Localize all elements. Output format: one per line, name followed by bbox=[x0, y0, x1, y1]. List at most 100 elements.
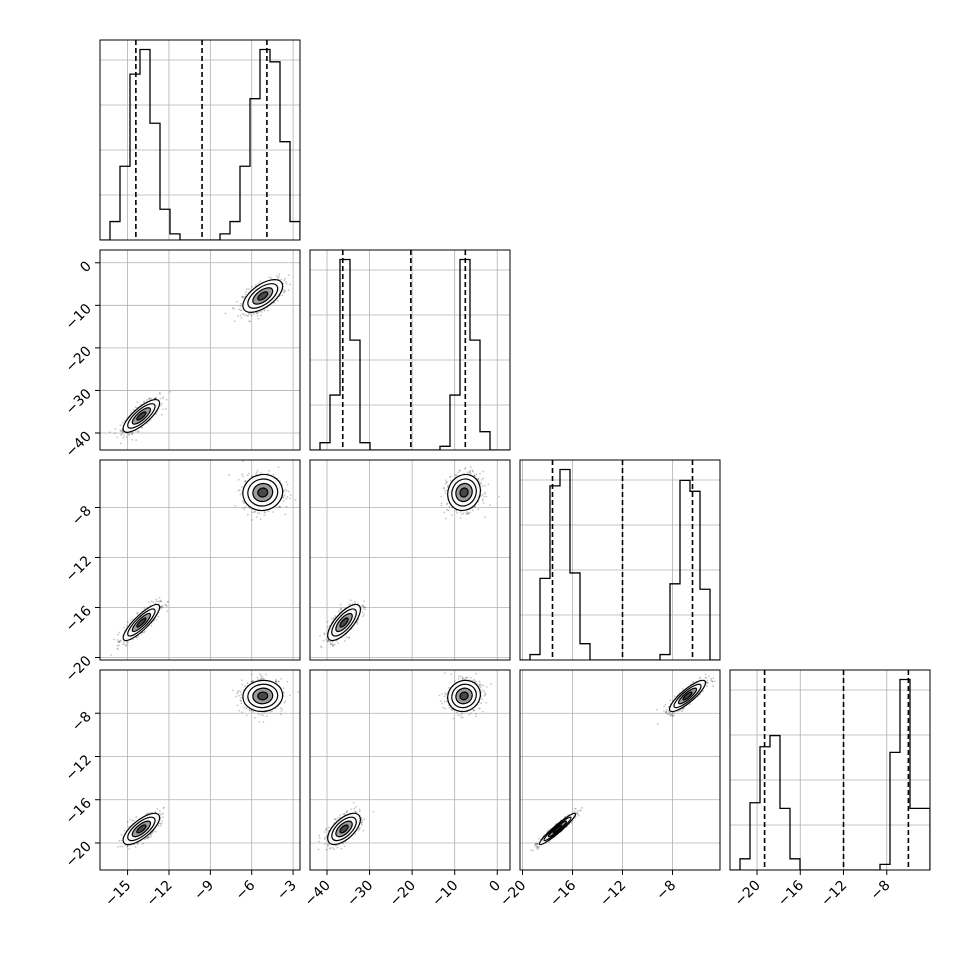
scatter-point bbox=[117, 640, 120, 643]
scatter-point bbox=[461, 513, 463, 516]
scatter-point bbox=[277, 276, 279, 279]
scatter-point bbox=[123, 643, 126, 646]
scatter-point bbox=[236, 704, 239, 707]
scatter-point bbox=[132, 819, 135, 822]
scatter-point bbox=[152, 601, 155, 604]
scatter-point bbox=[448, 476, 451, 478]
y-tick-label: 0 bbox=[77, 258, 95, 276]
scatter-point bbox=[142, 842, 145, 845]
scatter-point bbox=[122, 437, 125, 439]
scatter-point bbox=[284, 513, 287, 516]
scatter-point bbox=[275, 680, 278, 682]
scatter-point bbox=[279, 506, 281, 508]
scatter-point bbox=[272, 511, 274, 513]
scatter-point bbox=[285, 280, 288, 283]
scatter-point bbox=[155, 396, 157, 399]
scatter-point bbox=[123, 829, 126, 832]
scatter-point bbox=[246, 288, 248, 291]
scatter-point bbox=[332, 617, 335, 619]
scatter-point bbox=[465, 513, 468, 516]
scatter-point bbox=[339, 609, 342, 611]
scatter-point bbox=[484, 491, 486, 494]
scatter-point bbox=[272, 473, 275, 476]
scatter-point bbox=[122, 643, 124, 646]
scatter-point bbox=[250, 680, 253, 683]
scatter-point bbox=[251, 680, 253, 683]
scatter-point bbox=[128, 848, 131, 850]
x-tick-label: −3 bbox=[274, 878, 300, 904]
scatter-point bbox=[463, 468, 466, 470]
scatter-panel-3-1: −40 −30 −20 −10 0 bbox=[302, 669, 511, 910]
scatter-point bbox=[484, 516, 486, 519]
scatter-point bbox=[325, 827, 328, 830]
scatter-point bbox=[256, 511, 259, 514]
scatter-point bbox=[251, 285, 253, 288]
scatter-point bbox=[255, 471, 258, 474]
scatter-point bbox=[118, 631, 120, 634]
scatter-point bbox=[275, 678, 277, 681]
scatter-point bbox=[240, 302, 243, 305]
scatter-point bbox=[275, 681, 278, 683]
scatter-point bbox=[135, 439, 138, 442]
x-tick-label: −12 bbox=[144, 878, 176, 910]
scatter-point bbox=[166, 610, 169, 612]
scatter-point bbox=[116, 639, 119, 641]
scatter-point bbox=[120, 434, 123, 437]
scatter-point bbox=[242, 460, 244, 463]
scatter-point bbox=[165, 605, 168, 607]
scatter-point bbox=[362, 607, 365, 609]
scatter-point bbox=[245, 314, 247, 316]
scatter-point bbox=[237, 489, 240, 492]
scatter-point bbox=[280, 677, 283, 680]
scatter-point bbox=[356, 622, 359, 625]
scatter-point bbox=[243, 706, 246, 709]
scatter-panel-2-0: −20−16−12−8 bbox=[63, 459, 301, 685]
scatter-point bbox=[159, 599, 162, 602]
scatter-point bbox=[241, 507, 244, 510]
scatter-point bbox=[477, 478, 479, 481]
scatter-point bbox=[333, 643, 336, 646]
scatter-point bbox=[128, 434, 131, 436]
scatter-point bbox=[232, 307, 235, 310]
scatter-point bbox=[148, 601, 151, 604]
scatter-point bbox=[487, 483, 490, 486]
scatter-point bbox=[289, 497, 291, 500]
scatter-point bbox=[259, 518, 262, 521]
scatter-point bbox=[159, 822, 162, 825]
scatter-point bbox=[479, 472, 481, 475]
scatter-point bbox=[489, 504, 492, 506]
scatter-point bbox=[240, 700, 242, 702]
scatter-point bbox=[455, 474, 458, 476]
scatter-point bbox=[165, 407, 168, 410]
scatter-point bbox=[362, 615, 364, 618]
scatter-point bbox=[282, 691, 285, 694]
scatter-point bbox=[284, 290, 287, 292]
scatter-point bbox=[238, 308, 240, 311]
scatter-point bbox=[446, 502, 449, 505]
scatter-point bbox=[163, 806, 165, 809]
scatter-point bbox=[329, 641, 332, 643]
scatter-point bbox=[118, 640, 121, 643]
y-tick-label: −8 bbox=[69, 709, 95, 735]
scatter-point bbox=[146, 836, 149, 839]
scatter-point bbox=[252, 313, 255, 316]
scatter-point bbox=[444, 517, 447, 520]
scatter-point bbox=[237, 478, 240, 481]
y-tick-label: −20 bbox=[63, 838, 95, 870]
scatter-point bbox=[258, 512, 261, 515]
scatter-point bbox=[319, 635, 321, 637]
scatter-point bbox=[252, 680, 254, 682]
scatter-point bbox=[257, 317, 260, 320]
scatter-point bbox=[457, 471, 460, 474]
scatter-point bbox=[241, 473, 244, 476]
histogram-step bbox=[100, 48, 300, 240]
scatter-point bbox=[118, 644, 121, 647]
scatter-point bbox=[260, 674, 262, 677]
scatter-point bbox=[254, 510, 257, 513]
scatter-panel-1-0: −40−30−20−100 bbox=[63, 249, 301, 461]
scatter-point bbox=[257, 282, 260, 285]
scatter-point bbox=[162, 807, 165, 810]
scatter-point bbox=[159, 393, 161, 395]
scatter-point bbox=[158, 600, 161, 603]
